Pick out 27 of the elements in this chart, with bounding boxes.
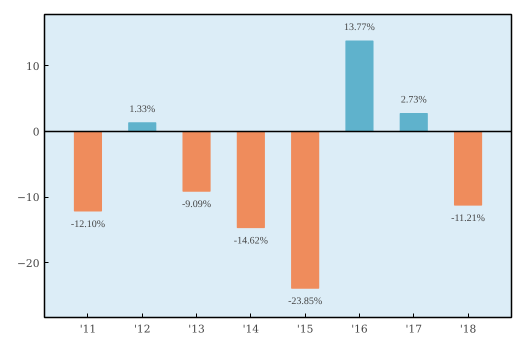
x-tick-label: '11 <box>80 322 96 336</box>
y-tick-label: 10 <box>26 60 40 73</box>
bar <box>400 113 428 132</box>
data-label: -14.62% <box>234 235 268 246</box>
data-label: 13.77% <box>344 22 375 34</box>
data-label: -9.09% <box>182 199 212 210</box>
data-label: 1.33% <box>129 104 156 115</box>
y-tick-label: 0 <box>32 125 40 138</box>
x-tick-label: '16 <box>351 322 368 336</box>
bar <box>291 130 320 289</box>
x-tick-label: '14 <box>242 322 260 336</box>
x-tick-label: '12 <box>134 322 150 336</box>
x-tick-label: '15 <box>296 322 314 336</box>
bar <box>236 130 265 228</box>
x-tick-label: '13 <box>188 322 205 336</box>
data-label: -23.85% <box>288 296 322 308</box>
bar <box>74 130 102 212</box>
bar <box>345 40 374 132</box>
y-tick-label: −10 <box>17 191 40 204</box>
data-label: -12.10% <box>70 218 106 230</box>
x-tick-label: '17 <box>406 322 422 336</box>
data-label: -11.21% <box>451 213 485 224</box>
data-label: 2.73% <box>400 94 427 106</box>
x-tick-label: '18 <box>460 322 477 336</box>
bar <box>182 130 211 192</box>
y-tick-label: −20 <box>17 256 40 270</box>
bar <box>454 130 482 206</box>
